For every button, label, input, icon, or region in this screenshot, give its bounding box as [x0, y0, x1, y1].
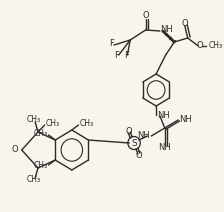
Text: O: O — [181, 18, 188, 28]
Text: O: O — [11, 145, 18, 155]
Text: F: F — [124, 52, 129, 60]
Text: NH: NH — [137, 131, 149, 141]
Text: CH₃: CH₃ — [33, 130, 47, 138]
Text: S: S — [131, 138, 137, 148]
Text: CH₃: CH₃ — [209, 42, 223, 50]
Text: O: O — [136, 151, 142, 159]
Text: CH₃: CH₃ — [33, 162, 47, 170]
Text: CH₃: CH₃ — [80, 120, 94, 128]
Text: CH₃: CH₃ — [46, 120, 60, 128]
Text: CH₃: CH₃ — [27, 116, 41, 124]
Text: NH: NH — [158, 142, 171, 152]
Text: NH: NH — [179, 116, 192, 124]
Text: CH₃: CH₃ — [27, 176, 41, 184]
Text: F: F — [110, 39, 114, 49]
Text: O: O — [126, 127, 133, 135]
Text: O: O — [142, 11, 149, 21]
Text: NH: NH — [157, 112, 170, 120]
Text: O: O — [197, 42, 203, 50]
Text: NH: NH — [160, 25, 173, 35]
Text: F: F — [114, 52, 119, 60]
